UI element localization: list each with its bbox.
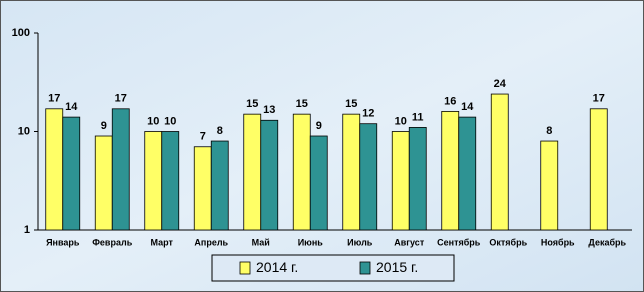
bar (490, 93, 509, 231)
legend-swatch (359, 261, 371, 275)
legend-swatch (239, 261, 251, 275)
data-label: 17 (48, 93, 60, 105)
bar (309, 135, 328, 231)
y-tick-label: 10 (18, 125, 30, 137)
data-label: 7 (200, 131, 206, 143)
data-label: 10 (164, 115, 176, 127)
bar (193, 146, 212, 231)
x-tick-label: Август (394, 237, 425, 247)
bar (111, 108, 130, 231)
bar (408, 127, 427, 231)
data-label: 14 (65, 101, 78, 113)
bar (292, 113, 311, 231)
bar (45, 108, 64, 231)
x-tick-label: Май (252, 237, 270, 247)
x-tick-label: Ноябрь (541, 237, 575, 247)
x-tick-label: Июнь (298, 237, 324, 247)
data-label: 8 (217, 125, 223, 137)
x-tick-label: Июль (347, 237, 373, 247)
legend-label: 2015 г. (376, 259, 418, 275)
legend-box (211, 254, 455, 282)
bar (391, 131, 410, 231)
x-tick-label: Февраль (92, 237, 132, 247)
x-tick-label: Октябрь (489, 237, 527, 247)
x-tick-label: Март (151, 237, 174, 247)
bar (589, 108, 608, 231)
bar (260, 119, 279, 231)
bar (94, 135, 113, 231)
y-tick-label: 1 (24, 224, 30, 236)
data-label: 15 (345, 98, 357, 110)
data-label: 17 (115, 93, 127, 105)
bar (243, 113, 262, 231)
data-label: 17 (593, 93, 605, 105)
data-label: 9 (101, 120, 107, 132)
x-tick-label: Январь (46, 237, 80, 247)
bar (62, 116, 81, 231)
bar (441, 110, 460, 231)
data-label: 15 (296, 98, 308, 110)
bar (342, 113, 361, 231)
data-label: 10 (147, 115, 159, 127)
data-label: 10 (395, 115, 407, 127)
data-label: 8 (546, 125, 552, 137)
data-label: 14 (461, 101, 474, 113)
data-label: 16 (444, 95, 456, 107)
bar (144, 131, 163, 231)
data-label: 15 (246, 98, 258, 110)
bar (161, 131, 180, 231)
x-tick-label: Декабрь (588, 237, 626, 247)
legend-label: 2014 г. (256, 259, 298, 275)
data-label: 12 (362, 108, 374, 120)
bar (359, 123, 378, 231)
bar (210, 140, 229, 231)
data-label: 11 (412, 111, 424, 123)
data-label: 9 (316, 120, 322, 132)
bar (458, 116, 477, 231)
data-label: 24 (494, 78, 507, 90)
y-tick-label: 100 (12, 27, 30, 39)
x-tick-label: Сентябрь (437, 237, 481, 247)
bar (540, 140, 559, 231)
x-tick-label: Апрель (194, 237, 228, 247)
data-label: 13 (263, 104, 275, 116)
